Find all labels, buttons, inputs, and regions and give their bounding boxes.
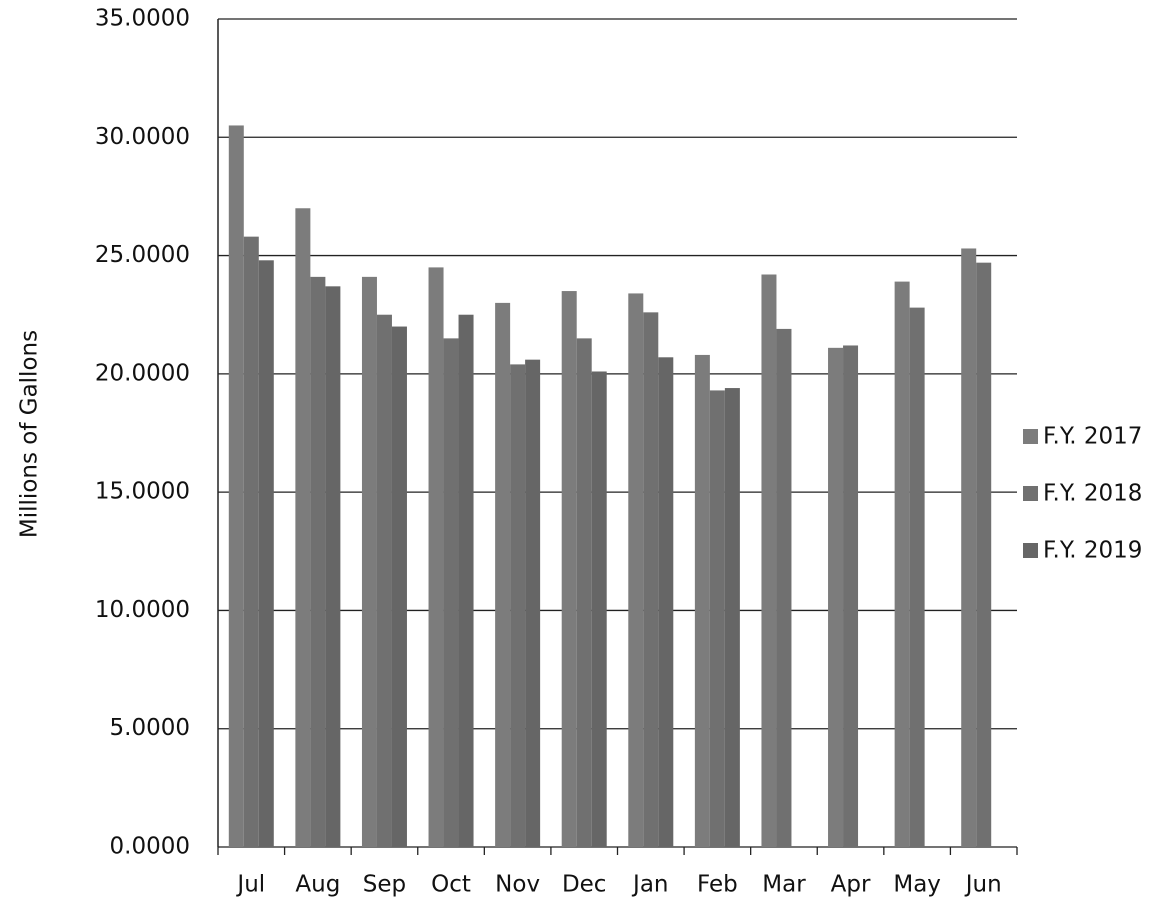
y-tick-label: 25.0000: [95, 242, 190, 268]
x-tick-label: Apr: [831, 872, 871, 898]
legend-label: F.Y. 2017: [1043, 424, 1142, 450]
bar: [709, 390, 725, 847]
bar: [694, 354, 710, 847]
legend-swatch: [1023, 429, 1038, 444]
x-tick-label: Aug: [295, 872, 340, 898]
x-tick-label: May: [893, 872, 941, 898]
bar: [458, 314, 474, 847]
x-tick-label: Nov: [495, 872, 540, 898]
y-tick-label: 0.0000: [110, 834, 190, 860]
bar: [310, 276, 326, 847]
y-tick-label: 15.0000: [95, 479, 190, 505]
bar: [361, 276, 377, 847]
bar: [591, 371, 607, 847]
y-tick-label: 35.0000: [95, 6, 190, 32]
bar: [510, 364, 526, 847]
bar: [525, 359, 541, 847]
bar: [376, 314, 392, 847]
y-axis-title: Millions of Gallons: [17, 330, 43, 538]
x-tick-label: Oct: [431, 872, 471, 898]
x-tick-label: Jun: [964, 872, 1002, 898]
bar: [843, 345, 859, 847]
bar: [628, 293, 644, 847]
bar: [495, 302, 511, 847]
bar: [761, 274, 777, 847]
legend-swatch: [1023, 543, 1038, 558]
bar: [961, 248, 977, 847]
bar: [576, 338, 592, 847]
bar: [561, 291, 577, 847]
bar: [776, 328, 792, 847]
bar: [228, 125, 244, 847]
x-tick-label: Mar: [762, 872, 806, 898]
bar: [724, 388, 740, 847]
x-tick-label: Dec: [562, 872, 607, 898]
x-tick-label: Jul: [235, 872, 265, 898]
bar: [976, 262, 992, 847]
bar: [391, 326, 407, 847]
bar: [658, 357, 674, 847]
bar: [243, 236, 259, 847]
y-tick-label: 5.0000: [110, 715, 190, 741]
x-tick-label: Sep: [363, 872, 406, 898]
bar: [428, 267, 444, 847]
bar: [295, 208, 311, 847]
x-tick-label: Feb: [697, 872, 738, 898]
legend-swatch: [1023, 486, 1038, 501]
bar: [443, 338, 459, 847]
legend-label: F.Y. 2019: [1043, 538, 1142, 564]
bar: [325, 286, 341, 848]
y-tick-label: 30.0000: [95, 124, 190, 150]
bar: [643, 312, 659, 847]
y-tick-label: 10.0000: [95, 597, 190, 623]
bar: [894, 281, 910, 847]
x-tick-label: Jan: [631, 872, 668, 898]
bar: [909, 307, 925, 847]
legend-label: F.Y. 2018: [1043, 481, 1142, 507]
y-tick-label: 20.0000: [95, 360, 190, 386]
bar: [828, 347, 844, 847]
bar: [258, 260, 274, 847]
